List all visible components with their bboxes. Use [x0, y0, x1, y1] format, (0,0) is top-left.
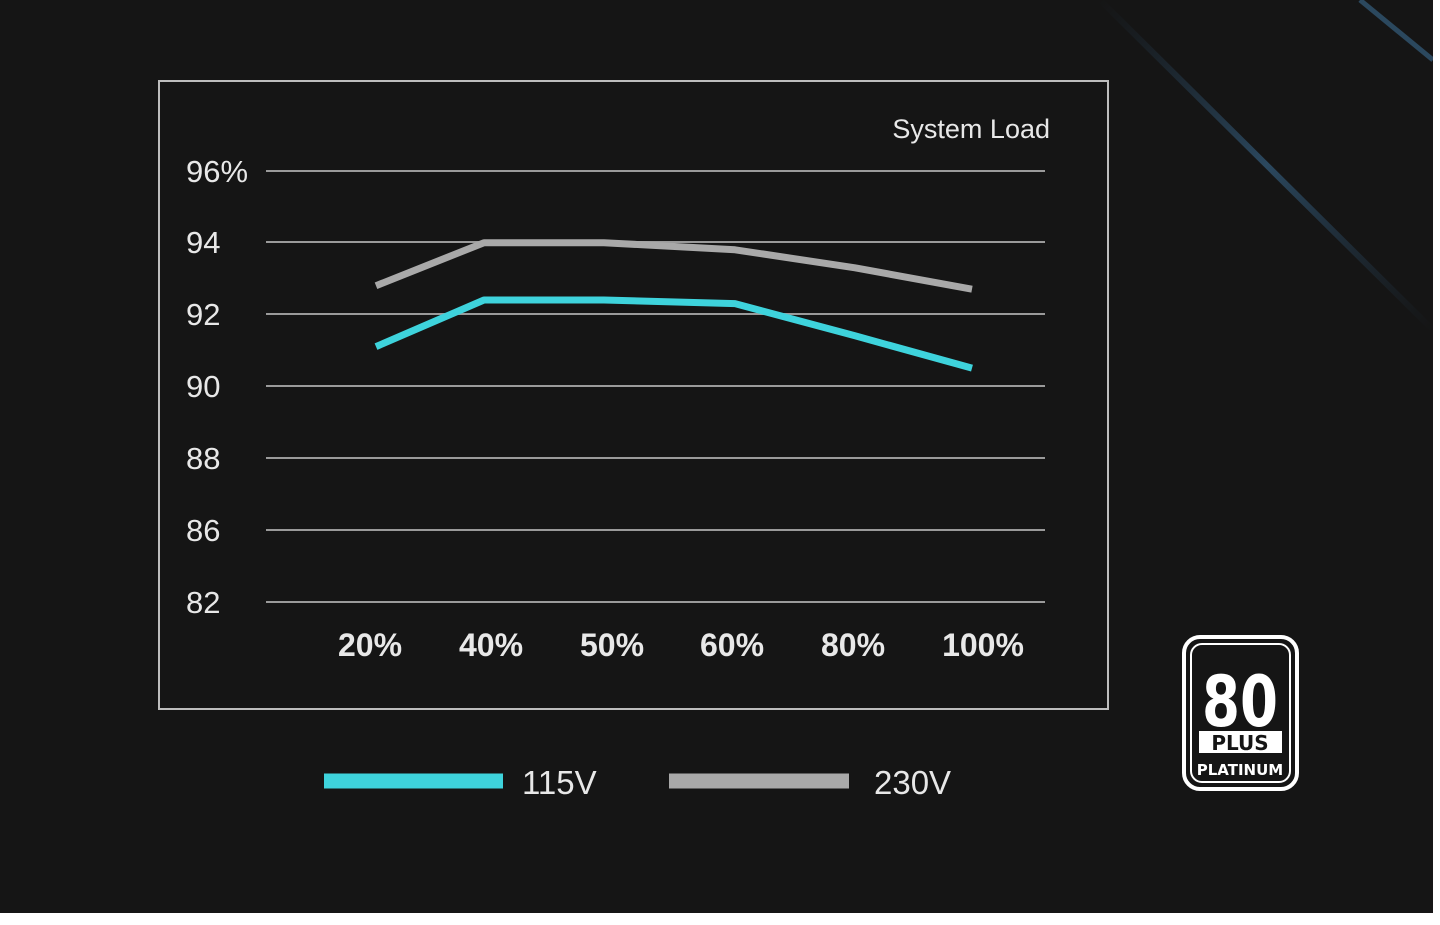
y-tick-label: 86 [186, 513, 220, 548]
legend-label-115v: 115V [522, 764, 597, 801]
x-tick-label: 20% [338, 627, 402, 663]
series-line-230v [374, 239, 973, 293]
y-tick-label: 94 [186, 225, 220, 260]
x-tick-label: 40% [459, 627, 523, 663]
badge-tier: PLATINUM [1197, 761, 1283, 779]
decorative-streak [1097, 0, 1433, 333]
y-axis-ticks: 96% 94 92 90 88 86 82 [186, 154, 248, 620]
x-tick-label: 60% [700, 627, 764, 663]
series-line-115v [374, 296, 973, 372]
y-tick-label: 90 [186, 369, 220, 404]
badge-number: 80 [1202, 661, 1278, 742]
badge-plus: PLUS [1211, 731, 1268, 755]
x-tick-label: 50% [580, 627, 644, 663]
x-axis-ticks: 20% 40% 50% 60% 80% 100% [338, 627, 1024, 663]
decorative-streak [1358, 0, 1433, 62]
x-tick-label: 80% [821, 627, 885, 663]
chart-frame [158, 80, 1109, 710]
y-tick-label: 96% [186, 154, 248, 189]
80-plus-platinum-badge: 80 PLUS PLATINUM [1182, 635, 1299, 791]
y-tick-label: 88 [186, 441, 220, 476]
series-lines [374, 239, 973, 372]
y-tick-label: 82 [186, 585, 220, 620]
legend: 115V 230V [324, 764, 951, 801]
chart-title: System Load [892, 114, 1050, 144]
y-tick-label: 92 [186, 297, 220, 332]
x-tick-label: 100% [942, 627, 1024, 663]
legend-label-230v: 230V [874, 764, 951, 801]
grid-lines [266, 170, 1045, 603]
